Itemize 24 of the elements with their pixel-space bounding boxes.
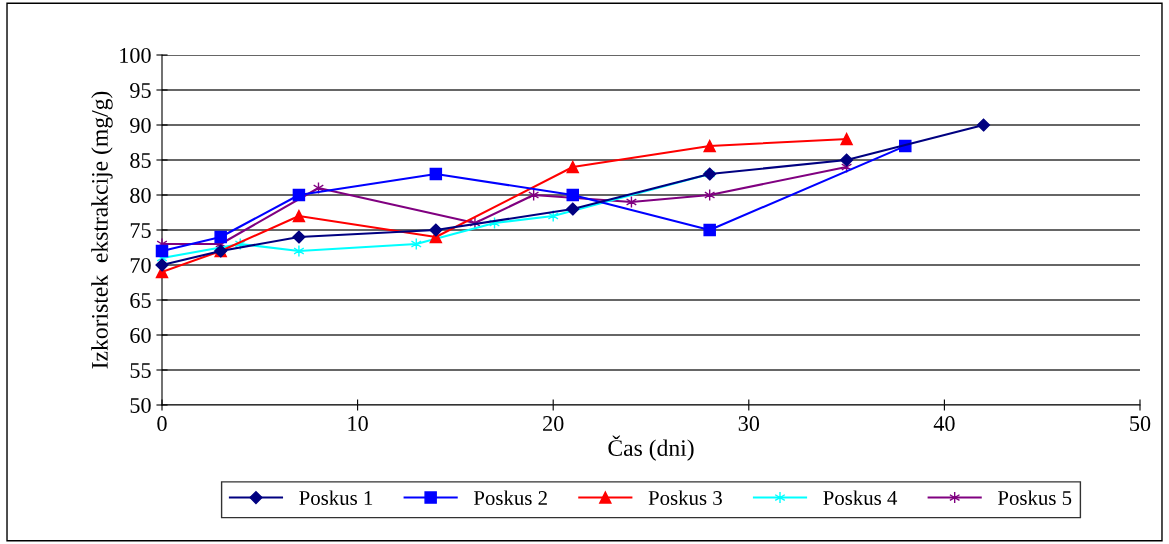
y-tick-label: 90: [130, 117, 151, 133]
y-tick-label: 60: [130, 327, 151, 343]
y-tick-label: 85: [130, 152, 151, 168]
y-tick-label: 100: [120, 47, 151, 63]
legend-label: Poskus 4: [823, 490, 898, 506]
y-axis-title: Izkoristek ekstrakcije (mg/g): [91, 91, 113, 369]
legend-label: Poskus 2: [473, 490, 547, 506]
legend-label: Poskus 1: [299, 490, 373, 506]
legend-label: Poskus 3: [648, 490, 722, 506]
y-tick-label: 70: [130, 257, 151, 273]
y-tick-label: 95: [130, 82, 151, 98]
x-tick-label: 30: [738, 416, 760, 432]
y-tick-label: 55: [130, 363, 151, 378]
x-axis-title: Čas (dni): [608, 435, 694, 461]
x-tick-label: 50: [1130, 416, 1151, 432]
y-tick-label: 65: [130, 292, 151, 308]
y-tick-label: 50: [130, 397, 151, 413]
x-tick-label: 0: [157, 416, 167, 432]
y-tick-label: 75: [130, 223, 151, 238]
x-tick-label: 10: [348, 416, 368, 432]
x-tick-label: 40: [933, 416, 955, 432]
legend-label: Poskus 5: [997, 490, 1072, 506]
x-tick-label: 20: [543, 416, 564, 432]
y-tick-label: 80: [130, 187, 151, 203]
